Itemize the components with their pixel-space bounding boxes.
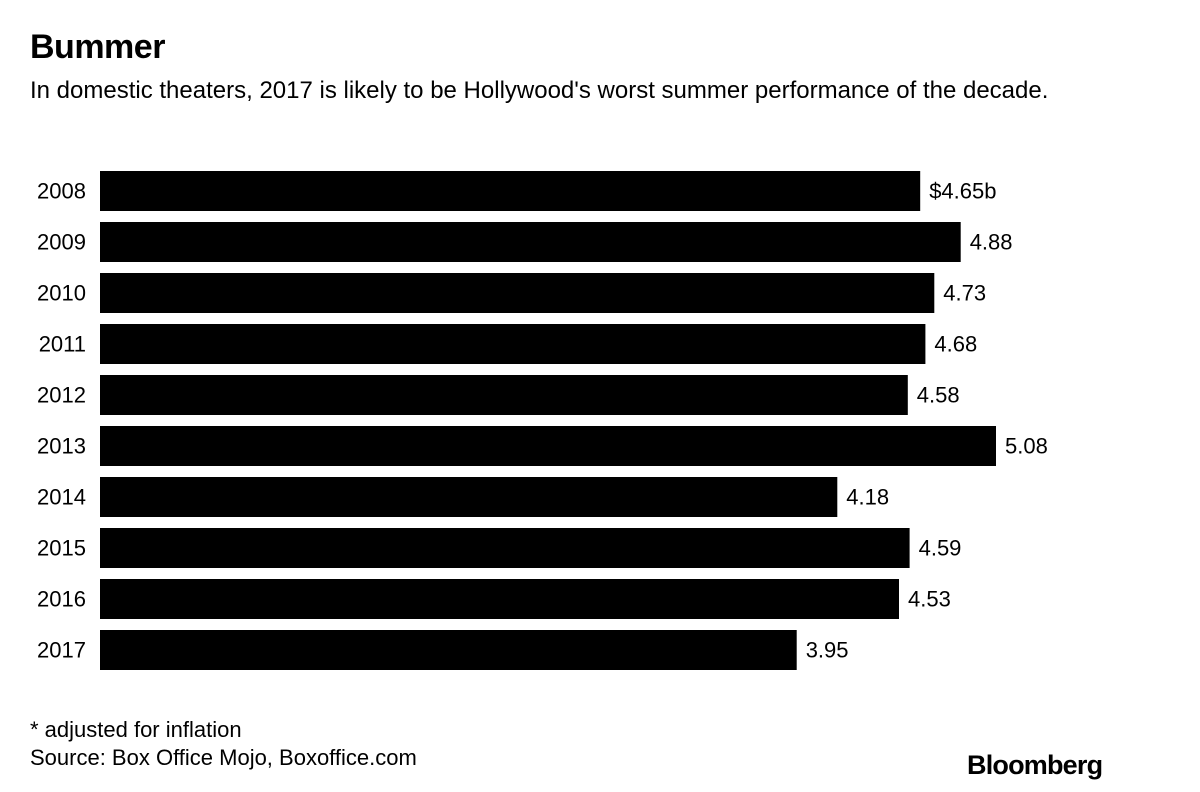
- category-label-2014: 2014: [37, 485, 86, 510]
- bar-2017: [100, 630, 797, 670]
- bar-2009: [100, 222, 961, 262]
- chart-title: Bummer: [30, 28, 165, 66]
- value-label-2013: 5.08: [1005, 434, 1048, 459]
- value-label-2017: 3.95: [806, 638, 849, 663]
- value-label-2016: 4.53: [908, 587, 951, 612]
- category-label-2008: 2008: [37, 179, 86, 204]
- bar-2012: [100, 375, 908, 415]
- source-note: Source: Box Office Mojo, Boxoffice.com: [30, 745, 417, 770]
- bar-2013: [100, 426, 996, 466]
- value-label-2014: 4.18: [846, 485, 889, 510]
- footnote: * adjusted for inflation: [30, 717, 242, 742]
- value-label-2011: 4.68: [934, 332, 977, 357]
- bar-2014: [100, 477, 838, 517]
- category-label-2016: 2016: [37, 587, 86, 612]
- category-label-2012: 2012: [37, 383, 86, 408]
- brand-logo: Bloomberg: [967, 750, 1103, 780]
- category-label-2010: 2010: [37, 281, 86, 306]
- category-label-2011: 2011: [39, 332, 86, 357]
- category-label-2017: 2017: [37, 638, 86, 663]
- bar-chart: 2008 $4.65b 2009 4.88 2010 4.73 2011 4.68 2012 4.…: [37, 171, 1048, 670]
- bar-2015: [100, 528, 910, 568]
- category-label-2009: 2009: [37, 230, 86, 255]
- bar-2010: [100, 273, 935, 313]
- value-label-2008: $4.65b: [929, 179, 996, 204]
- category-label-2015: 2015: [37, 536, 86, 561]
- chart-subtitle: In domestic theaters, 2017 is likely to …: [30, 77, 1049, 104]
- bar-2011: [100, 324, 926, 364]
- bar-2008: [100, 171, 921, 211]
- value-label-2009: 4.88: [970, 230, 1013, 255]
- value-label-2015: 4.59: [919, 536, 962, 561]
- value-label-2012: 4.58: [917, 383, 960, 408]
- value-label-2010: 4.73: [943, 281, 986, 306]
- category-label-2013: 2013: [37, 434, 86, 459]
- bar-2016: [100, 579, 899, 619]
